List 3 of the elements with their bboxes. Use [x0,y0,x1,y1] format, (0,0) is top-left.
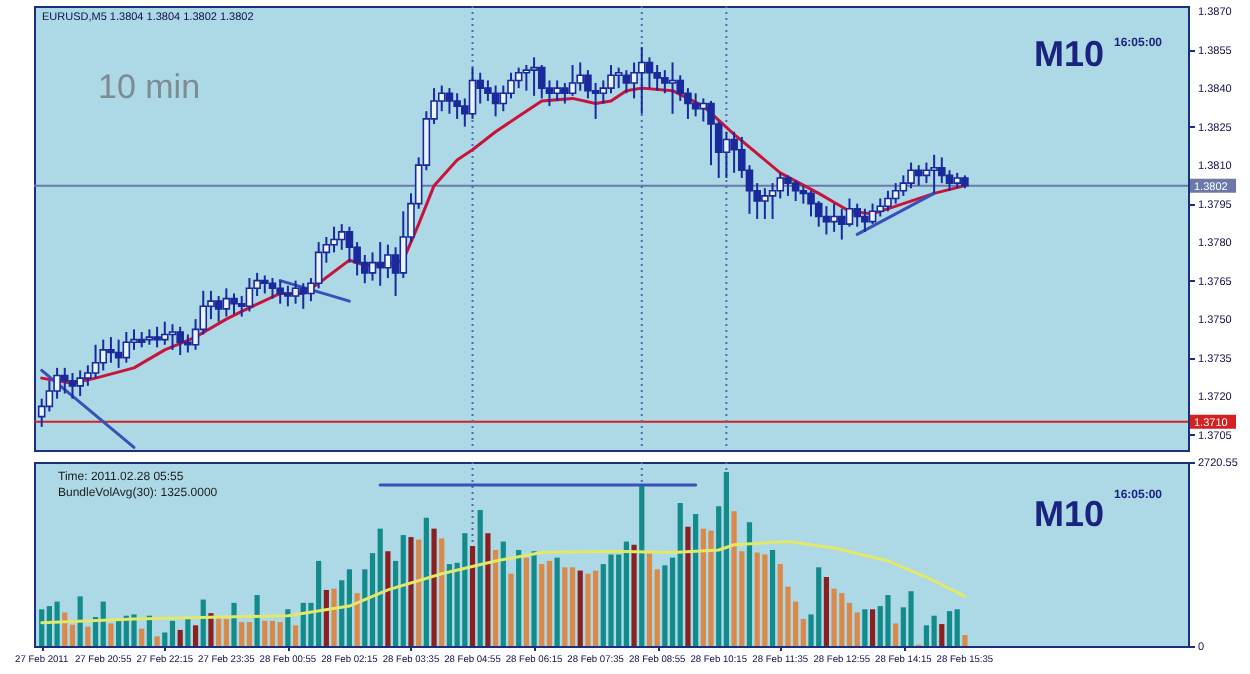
annotation: M10 [1034,34,1105,74]
annotation: 10 min [98,68,201,106]
annotation: M10 [1034,494,1105,534]
